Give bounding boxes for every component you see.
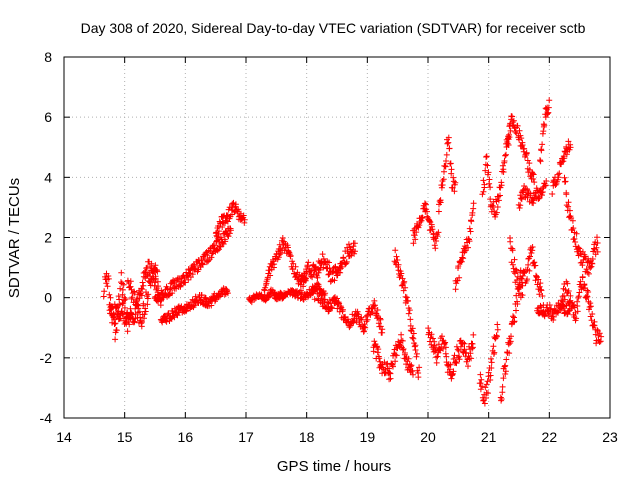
series-points bbox=[100, 97, 605, 407]
y-tick-label: 8 bbox=[44, 49, 52, 65]
x-tick-label: 23 bbox=[602, 429, 618, 445]
x-tick-label: 15 bbox=[117, 429, 133, 445]
data-series-sdtvar bbox=[100, 97, 605, 407]
x-tick-label: 17 bbox=[238, 429, 254, 445]
y-tick-label: -4 bbox=[40, 410, 53, 426]
x-tick-label: 18 bbox=[299, 429, 315, 445]
x-tick-label: 14 bbox=[56, 429, 72, 445]
y-tick-label: 0 bbox=[44, 290, 52, 306]
x-tick-label: 20 bbox=[420, 429, 436, 445]
x-tick-label: 22 bbox=[542, 429, 558, 445]
x-axis-title: GPS time / hours bbox=[277, 458, 391, 475]
axis-ticks bbox=[63, 56, 611, 419]
y-tick-label: 4 bbox=[44, 169, 52, 185]
x-tick-label: 16 bbox=[178, 429, 194, 445]
chart-title: Day 308 of 2020, Sidereal Day-to-day VTE… bbox=[81, 20, 586, 36]
grid bbox=[64, 57, 610, 418]
y-axis-title: SDTVAR / TECUs bbox=[6, 178, 23, 298]
x-tick-label: 19 bbox=[360, 429, 376, 445]
y-tick-label: 2 bbox=[44, 230, 52, 246]
x-tick-label: 21 bbox=[481, 429, 497, 445]
y-axis-tick-labels: -4 -2 0 2 4 6 8 bbox=[40, 49, 53, 426]
x-axis-tick-labels: 14 15 16 17 18 19 20 21 22 23 bbox=[56, 429, 618, 445]
y-tick-label: 6 bbox=[44, 109, 52, 125]
y-tick-label: -2 bbox=[40, 350, 53, 366]
